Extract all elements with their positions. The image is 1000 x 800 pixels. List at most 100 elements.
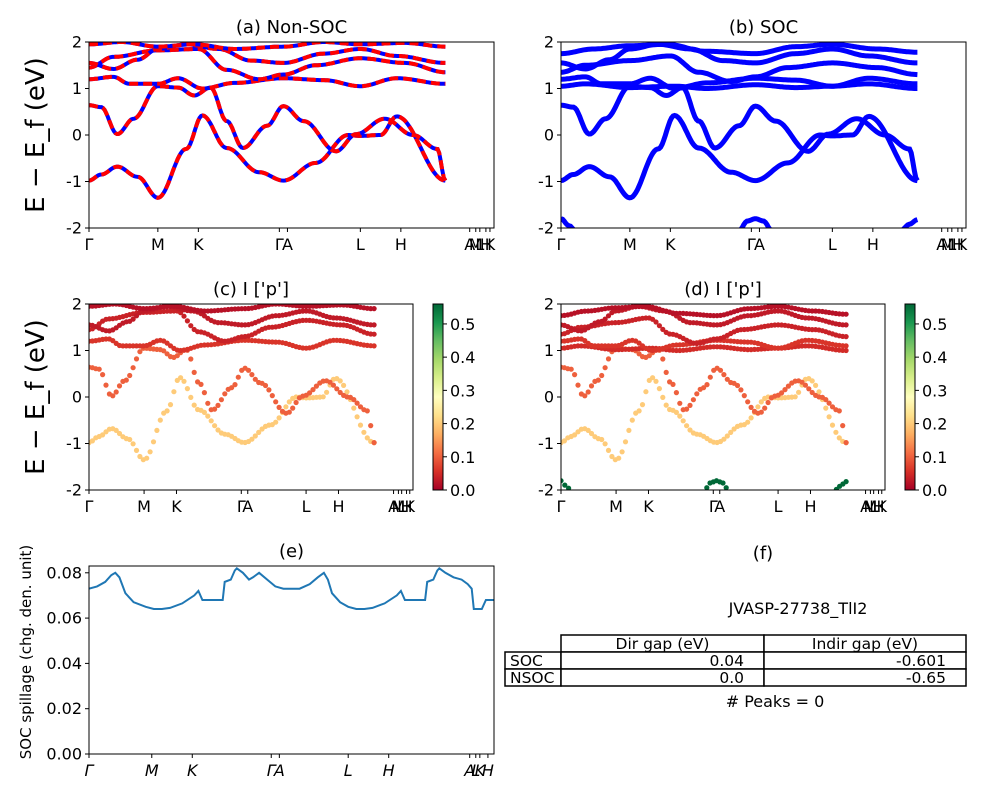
band-point — [840, 423, 846, 429]
panel-title-a: (a) Non-SOC — [236, 17, 347, 38]
band-point — [144, 455, 150, 461]
ytick-label: 2 — [544, 33, 554, 52]
band-point — [96, 366, 102, 372]
band-point — [354, 400, 360, 406]
band-point — [116, 430, 123, 437]
band-point — [833, 429, 839, 435]
band-line-4 — [561, 53, 918, 84]
band-point — [208, 418, 214, 424]
band-point — [599, 372, 605, 379]
band-point — [684, 406, 690, 412]
xtick-label: M — [864, 497, 878, 516]
band-point — [205, 413, 211, 419]
band-point — [616, 455, 622, 461]
xtick-label: Γ — [85, 235, 94, 254]
band-point — [130, 365, 136, 371]
band-point — [748, 404, 754, 410]
band-point — [351, 397, 357, 403]
band-point — [178, 375, 184, 381]
colorbar-tick-label: 0.3 — [922, 381, 947, 400]
band-point — [605, 447, 612, 453]
ytick-label: 0.06 — [46, 609, 82, 628]
band-line-blue-1 — [89, 84, 448, 182]
band-point — [273, 399, 279, 405]
xtick-label: M — [145, 761, 159, 780]
band-point — [741, 393, 747, 399]
band-point — [188, 394, 194, 400]
band-point — [785, 383, 792, 389]
band-point — [147, 449, 153, 455]
xtick-label: M — [609, 497, 623, 516]
table-cell-value: 0.04 — [709, 652, 744, 670]
xtick-label: A — [860, 497, 871, 516]
band-point — [235, 374, 241, 380]
band-point — [643, 389, 649, 395]
xtick-label: H — [482, 761, 494, 780]
band-point — [802, 382, 809, 388]
peaks-text: # Peaks = 0 — [726, 692, 825, 711]
band-point — [723, 485, 729, 490]
band-point — [89, 438, 95, 444]
band-point — [660, 356, 666, 362]
band-point — [836, 408, 842, 414]
xtick-label: A — [282, 235, 293, 254]
band-point — [782, 387, 788, 393]
band-point — [588, 430, 595, 437]
band-point — [843, 311, 849, 317]
band-point — [150, 439, 157, 445]
panel-title-f: (f) — [753, 543, 773, 564]
band-point — [286, 399, 292, 405]
band-point — [843, 334, 849, 340]
band-point — [836, 435, 842, 441]
band-point — [843, 440, 849, 446]
band-point — [212, 406, 218, 412]
plot-area-c — [89, 304, 377, 463]
band-point — [283, 404, 289, 410]
xtick-label: K — [877, 497, 888, 516]
xtick-label: L — [947, 235, 956, 254]
xtick-label: H — [804, 497, 816, 516]
xtick-label: M — [151, 235, 165, 254]
band-point — [205, 400, 211, 406]
band-line-7 — [561, 216, 577, 228]
xtick-label: K — [475, 761, 487, 780]
band-point — [796, 389, 802, 395]
band-point — [585, 389, 591, 395]
band-point — [273, 419, 279, 425]
band-point — [266, 387, 272, 393]
band-line-red-dashed-5 — [89, 42, 446, 51]
xtick-label: K — [193, 235, 204, 254]
band-point — [103, 382, 109, 388]
band-line-red-dashed-4 — [89, 42, 446, 72]
axes-frame-d — [560, 303, 886, 491]
band-point — [130, 441, 136, 447]
band-point — [164, 408, 170, 414]
band-point — [337, 389, 343, 396]
xtick-label: A — [714, 497, 725, 516]
spillage-line — [89, 566, 494, 610]
band-point — [157, 417, 163, 423]
ytick-label: 2 — [544, 295, 554, 314]
colorbar-tick-label: 0.2 — [922, 415, 947, 434]
xtick-label: L — [475, 235, 484, 254]
xtick-label: L — [828, 235, 837, 254]
xtick-label: A — [463, 761, 475, 780]
band-line-9 — [900, 217, 919, 228]
band-point — [599, 436, 605, 443]
band-point — [310, 387, 316, 393]
band-point — [646, 353, 652, 359]
ytick-label: 0 — [544, 126, 554, 145]
band-point — [174, 353, 180, 359]
xtick-label: M — [137, 497, 151, 516]
band-point — [364, 435, 370, 441]
band-point — [361, 429, 367, 435]
xtick-label: Γ — [275, 235, 284, 254]
band-point — [745, 399, 751, 405]
xtick-label: H — [952, 235, 964, 254]
ytick-label: -2 — [538, 481, 554, 500]
table-header: Indir gap (eV) — [812, 635, 918, 653]
band-point — [677, 413, 683, 419]
axes-frame-b — [560, 41, 967, 229]
